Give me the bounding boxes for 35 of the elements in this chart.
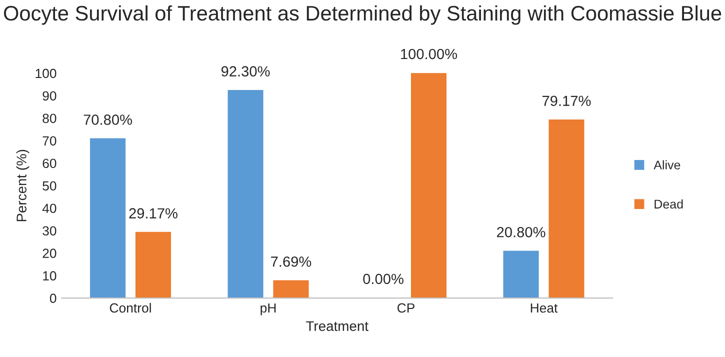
legend-label: Alive (654, 160, 680, 170)
data-label: 92.30% (221, 66, 270, 77)
y-axis-title: Percent (%) (16, 150, 30, 222)
bar (273, 280, 309, 298)
bar (410, 73, 446, 298)
x-tick-label: Control (110, 302, 151, 313)
y-tick-label: 40 (42, 204, 56, 214)
data-label: 0.00% (363, 274, 404, 284)
y-tick-label: 20 (42, 248, 56, 258)
bar (503, 250, 539, 298)
bar (228, 90, 264, 298)
bar (548, 119, 584, 298)
bar (135, 232, 172, 298)
y-tick-label: 30 (42, 226, 56, 236)
data-label: 20.80% (497, 226, 546, 238)
x-axis-title: Treatment (306, 321, 368, 332)
chart-title: Oocyte Survival of Treatment as Determined by Staining with Coomassie Blue (4, 5, 722, 25)
bar (90, 138, 126, 298)
y-tick-label: 70 (42, 136, 56, 146)
data-label: 7.69% (271, 256, 312, 267)
y-tick-label: 50 (42, 181, 56, 191)
data-label: 70.80% (84, 114, 132, 125)
data-label: 100.00% (401, 48, 457, 60)
x-tick-label: CP (398, 303, 414, 313)
data-label: 79.17% (542, 96, 591, 106)
y-tick-label: 80 (42, 114, 56, 124)
data-label: 29.17% (129, 208, 178, 218)
y-tick-label: 100 (36, 68, 56, 78)
legend-label: Dead (654, 199, 683, 209)
y-tick-label: 0 (50, 294, 56, 304)
x-tick-label: Heat (530, 303, 558, 313)
y-tick-label: 60 (42, 158, 56, 168)
x-tick-label: pH (260, 303, 276, 316)
y-tick-label: 10 (43, 271, 56, 281)
y-tick-label: 90 (42, 91, 56, 101)
